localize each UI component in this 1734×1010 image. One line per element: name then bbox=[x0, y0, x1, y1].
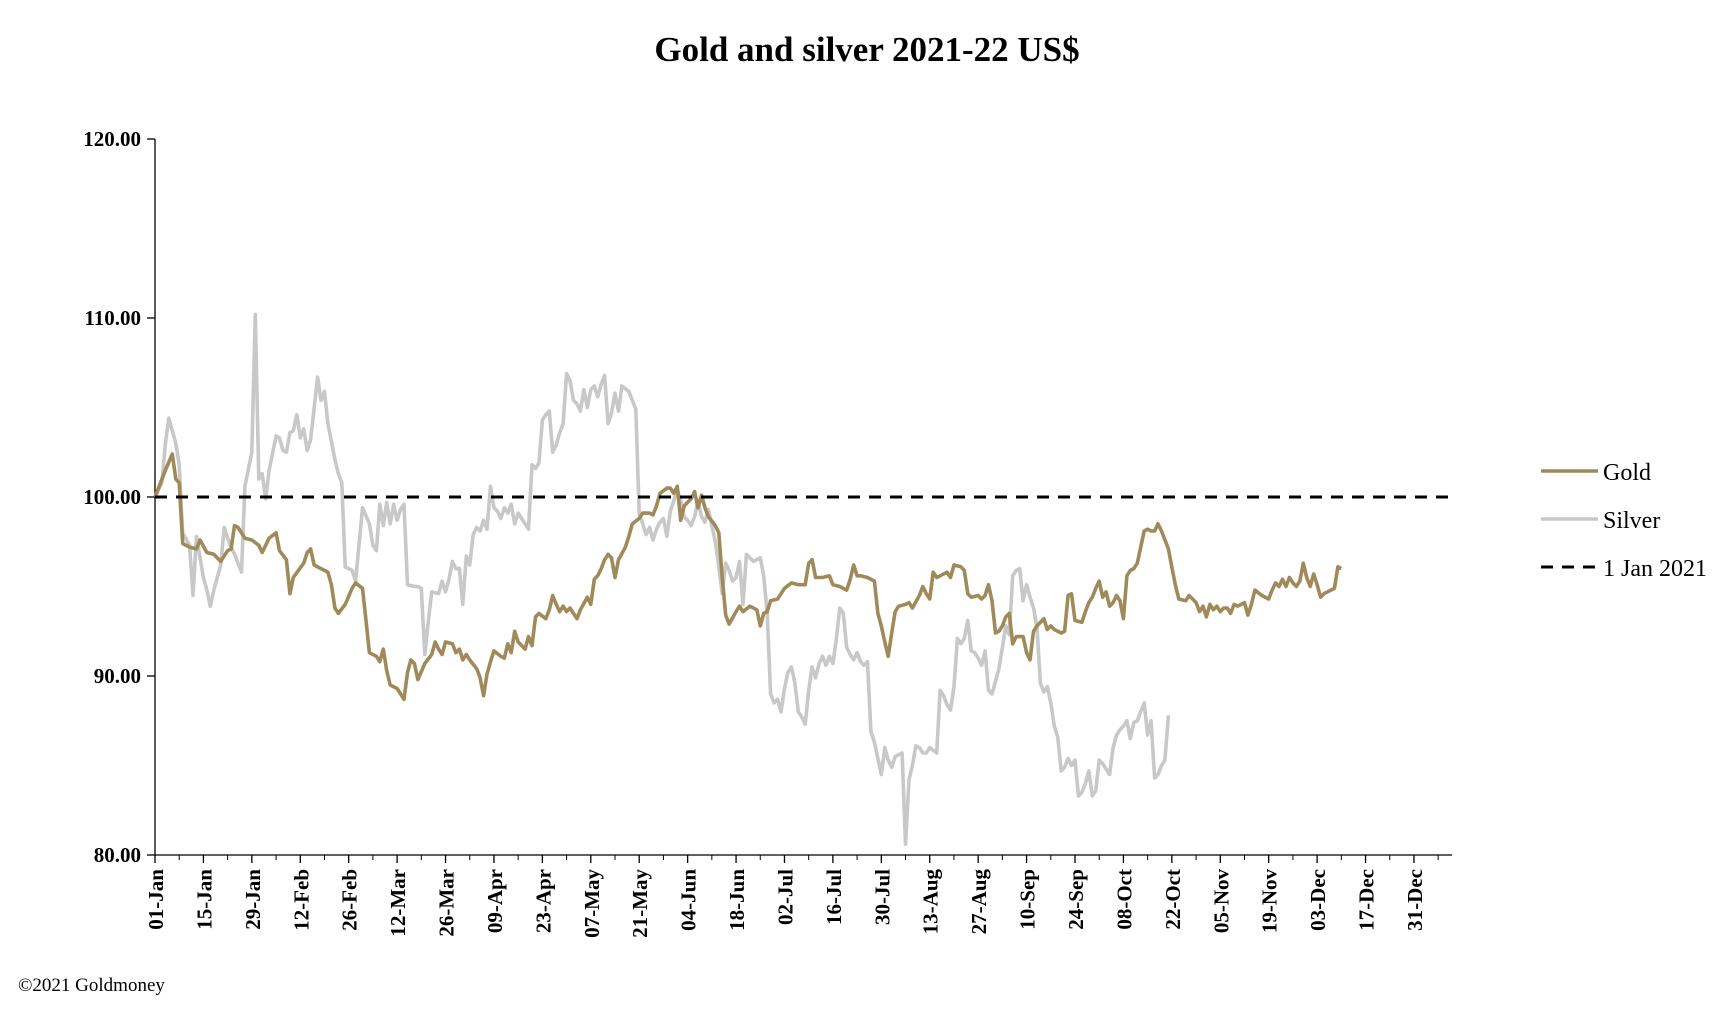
x-tick-label: 17-Dec bbox=[1355, 869, 1379, 931]
axes: 80.00 90.00 100.00 110.00 120.00 01-Jan 15-Jan… bbox=[83, 127, 1452, 938]
series-line-silver bbox=[153, 312, 1171, 847]
y-tick-label: 90.00 bbox=[94, 664, 141, 688]
legend-label: Silver bbox=[1603, 508, 1660, 534]
x-tick-label: 18-Jun bbox=[725, 869, 749, 931]
x-tick-label: 29-Jan bbox=[241, 869, 265, 930]
x-tick-label: 31-Dec bbox=[1403, 869, 1427, 931]
legend: Gold Silver 1 Jan 2021 bbox=[1541, 460, 1707, 582]
x-tick-label: 12-Mar bbox=[386, 869, 410, 937]
x-tick-label: 27-Aug bbox=[967, 869, 991, 935]
y-tick-label: 120.00 bbox=[83, 127, 141, 151]
legend-label: Gold bbox=[1603, 460, 1651, 486]
x-tick-label: 09-Apr bbox=[483, 869, 507, 933]
y-tick-label: 80.00 bbox=[94, 843, 141, 867]
chart-title: Gold and silver 2021-22 US$ bbox=[654, 30, 1080, 69]
x-tick-label: 12-Feb bbox=[289, 869, 313, 931]
x-tick-label: 01-Jan bbox=[144, 869, 168, 930]
x-tick-label: 15-Jan bbox=[192, 869, 216, 930]
x-tick-label: 04-Jun bbox=[677, 869, 701, 931]
x-tick-label: 26-Feb bbox=[338, 869, 362, 931]
x-tick-label: 05-Nov bbox=[1209, 869, 1233, 934]
x-tick-label: 08-Oct bbox=[1112, 869, 1136, 930]
x-tick-label: 24-Sep bbox=[1064, 869, 1088, 930]
x-tick-label: 03-Dec bbox=[1306, 869, 1330, 931]
y-tick-label: 100.00 bbox=[83, 485, 141, 509]
x-tick-label: 13-Aug bbox=[919, 869, 943, 935]
x-tick-label: 10-Sep bbox=[1016, 869, 1040, 930]
x-tick-label: 21-May bbox=[628, 869, 652, 938]
x-tick-label: 23-Apr bbox=[531, 869, 555, 933]
series-line-gold bbox=[153, 452, 1343, 702]
y-tick-label: 110.00 bbox=[84, 306, 141, 330]
copyright-text: ©2021 Goldmoney bbox=[18, 975, 165, 996]
x-tick-label: 16-Jul bbox=[822, 869, 846, 925]
x-tick-label: 19-Nov bbox=[1258, 869, 1282, 934]
x-tick-label: 07-May bbox=[580, 869, 604, 938]
x-tick-label: 22-Oct bbox=[1161, 869, 1185, 930]
x-tick-label: 02-Jul bbox=[773, 869, 797, 925]
x-tick-label: 30-Jul bbox=[870, 869, 894, 925]
x-tick-label: 26-Mar bbox=[435, 869, 459, 937]
series-layer bbox=[153, 312, 1452, 847]
legend-label: 1 Jan 2021 bbox=[1603, 556, 1707, 582]
